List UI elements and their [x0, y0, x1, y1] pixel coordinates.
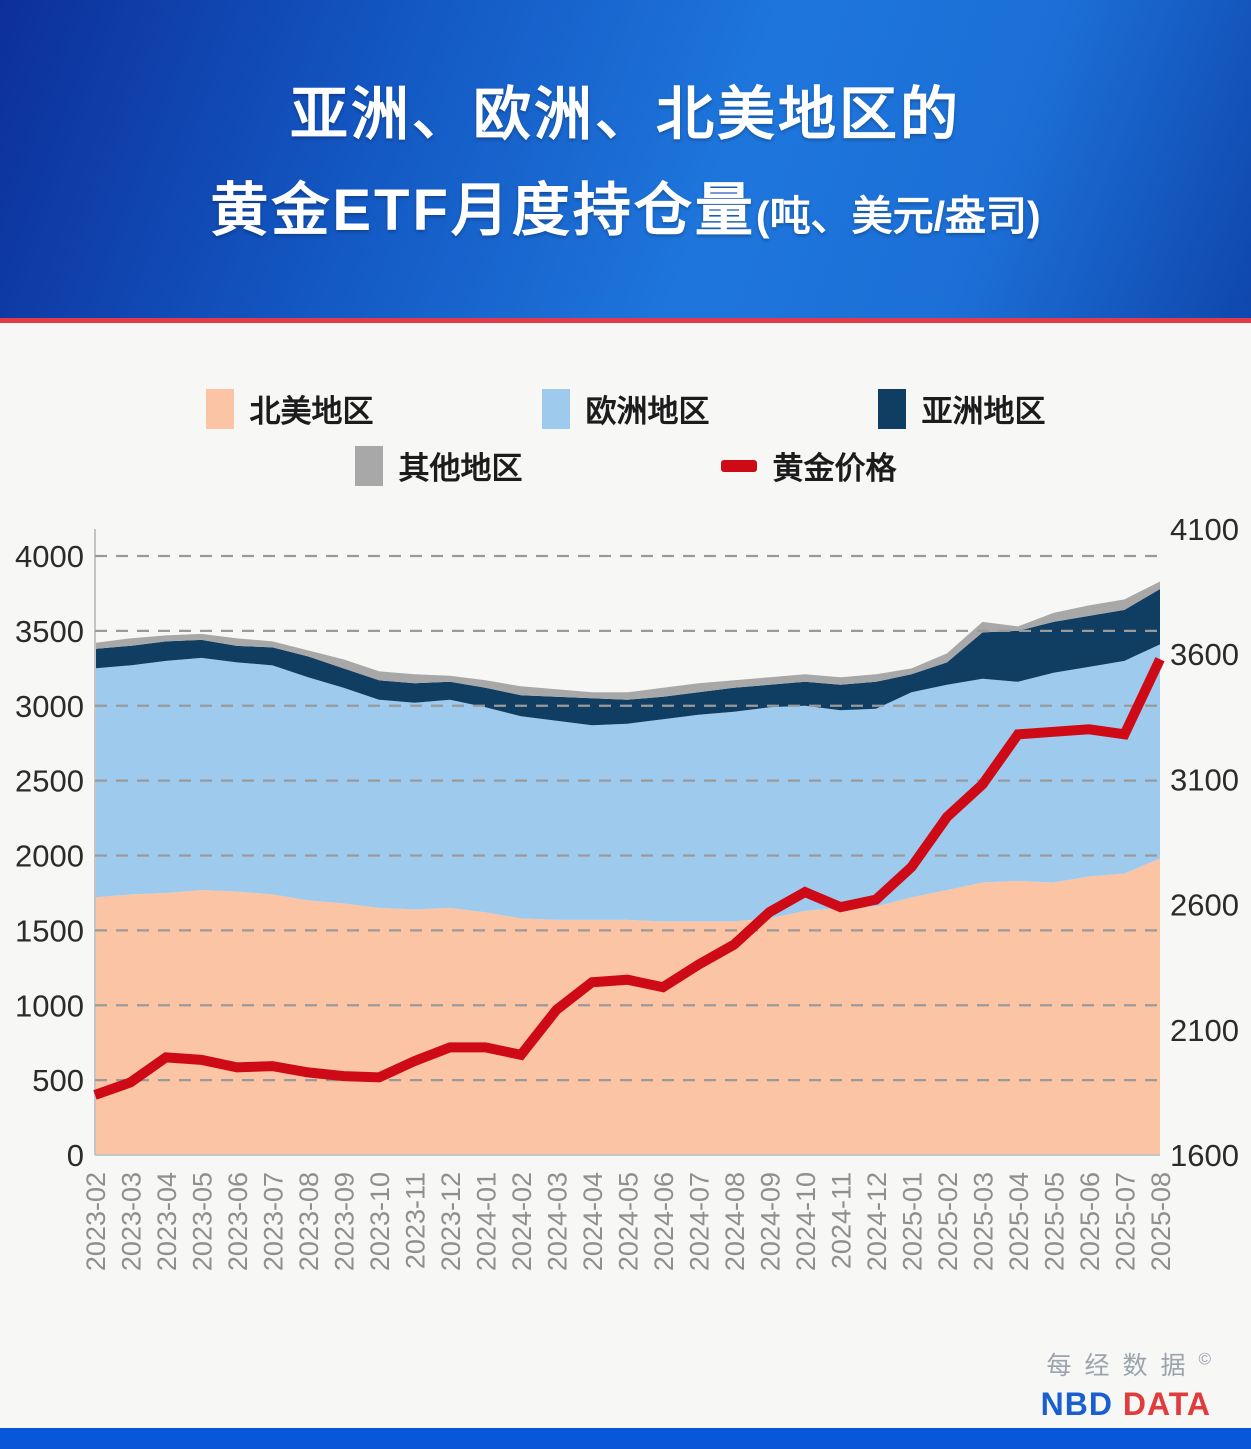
x-tick-2025-01: 2025-01 — [898, 1172, 928, 1271]
x-tick-2025-02: 2025-02 — [933, 1172, 963, 1271]
footer-logo: 每经数据© NBD DATA — [1041, 1346, 1211, 1423]
x-tick-2024-10: 2024-10 — [791, 1172, 821, 1271]
page-title-line2-main: 黄金ETF月度持仓量 — [210, 178, 756, 243]
legend-row-1: 北美地区 欧洲地区 亚洲地区 — [205, 386, 1046, 431]
area-europe — [95, 644, 1160, 922]
x-tick-2024-01: 2024-01 — [472, 1172, 502, 1271]
left-tick-2500: 2500 — [15, 764, 84, 799]
x-tick-2024-12: 2024-12 — [862, 1172, 892, 1271]
copyright-icon: © — [1198, 1349, 1211, 1369]
europe-swatch-icon — [541, 388, 570, 429]
footer-brand-nbd: NBD — [1040, 1386, 1113, 1422]
x-tick-2023-06: 2023-06 — [223, 1172, 253, 1271]
right-tick-2600: 2600 — [1170, 888, 1239, 923]
x-tick-2024-11: 2024-11 — [827, 1172, 857, 1269]
left-tick-4000: 4000 — [15, 539, 84, 574]
legend-item-europe: 欧洲地区 — [541, 386, 710, 431]
legend-item-asia: 亚洲地区 — [877, 386, 1046, 431]
x-tick-2023-11: 2023-11 — [401, 1172, 431, 1269]
chart-area: 0 500 1000 1500 2000 2500 3000 3500 4000 1600 2100… — [0, 470, 1251, 1310]
header-divider — [0, 318, 1251, 323]
x-tick-2023-10: 2023-10 — [365, 1172, 395, 1271]
x-tick-2024-09: 2024-09 — [756, 1172, 786, 1271]
legend-label-north-america: 北美地区 — [249, 394, 374, 429]
left-tick-3500: 3500 — [15, 614, 84, 649]
x-tick-2024-06: 2024-06 — [649, 1172, 679, 1271]
gold-price-line-swatch-icon — [720, 459, 757, 472]
x-tick-2023-12: 2023-12 — [436, 1172, 466, 1271]
x-tick-2024-08: 2024-08 — [720, 1172, 750, 1271]
right-tick-3100: 3100 — [1170, 762, 1239, 797]
area-others — [95, 581, 1160, 700]
left-tick-2000: 2000 — [15, 839, 84, 874]
chart-legend: 北美地区 欧洲地区 亚洲地区 其他地区 黄金价格 — [0, 386, 1251, 488]
legend-item-others: 其他地区 — [354, 443, 523, 488]
x-tick-2025-04: 2025-04 — [1004, 1172, 1034, 1271]
x-tick-2024-07: 2024-07 — [685, 1172, 715, 1271]
x-tick-2023-03: 2023-03 — [117, 1172, 147, 1271]
legend-label-asia: 亚洲地区 — [921, 394, 1046, 429]
footer-brand-cn: 每经数据© — [1046, 1349, 1211, 1380]
x-tick-2024-02: 2024-02 — [507, 1172, 537, 1271]
legend-label-others: 其他地区 — [398, 451, 523, 486]
x-tick-2024-03: 2024-03 — [543, 1172, 573, 1271]
legend-item-gold-price: 黄金价格 — [720, 443, 897, 488]
header-banner: 亚洲、欧洲、北美地区的 黄金ETF月度持仓量(吨、美元/盎司) — [0, 0, 1251, 318]
page-title-line1: 亚洲、欧洲、北美地区的 — [289, 82, 961, 147]
x-tick-2023-04: 2023-04 — [152, 1172, 182, 1271]
others-swatch-icon — [354, 445, 383, 486]
x-tick-2025-08: 2025-08 — [1146, 1172, 1176, 1271]
chart-svg: 0 500 1000 1500 2000 2500 3000 3500 4000 1600 2100… — [15, 512, 1239, 1271]
page-title-unit: (吨、美元/盎司) — [755, 193, 1041, 239]
asia-swatch-icon — [877, 388, 906, 429]
x-tick-2025-05: 2025-05 — [1040, 1172, 1070, 1271]
x-tick-2025-06: 2025-06 — [1075, 1172, 1105, 1271]
x-tick-2023-05: 2023-05 — [188, 1172, 218, 1271]
x-tick-2024-04: 2024-04 — [578, 1172, 608, 1271]
legend-row-2: 其他地区 黄金价格 — [354, 443, 897, 488]
x-tick-2023-02: 2023-02 — [81, 1172, 111, 1271]
legend-item-north-america: 北美地区 — [205, 386, 374, 431]
x-tick-2025-07: 2025-07 — [1111, 1172, 1141, 1271]
legend-label-europe: 欧洲地区 — [585, 394, 710, 429]
left-tick-1500: 1500 — [15, 913, 84, 948]
gold-price-line — [93, 657, 1165, 1100]
north-america-swatch-icon — [205, 388, 234, 429]
footer-brand-en: NBD DATA — [1041, 1386, 1211, 1423]
page-title-line2: 黄金ETF月度持仓量(吨、美元/盎司) — [210, 182, 1040, 240]
left-tick-3000: 3000 — [15, 689, 84, 724]
area-asia — [95, 588, 1160, 726]
left-tick-0: 0 — [67, 1138, 84, 1173]
x-tick-2025-03: 2025-03 — [969, 1172, 999, 1271]
right-tick-2100: 2100 — [1170, 1013, 1239, 1048]
x-tick-2023-09: 2023-09 — [330, 1172, 360, 1271]
x-tick-2024-05: 2024-05 — [614, 1172, 644, 1271]
right-tick-4100: 4100 — [1170, 512, 1239, 547]
footer-brand-data: DATA — [1122, 1386, 1211, 1422]
left-tick-1000: 1000 — [15, 988, 84, 1023]
right-tick-1600: 1600 — [1170, 1138, 1239, 1173]
x-tick-2023-08: 2023-08 — [294, 1172, 324, 1271]
left-tick-500: 500 — [32, 1063, 84, 1098]
bottom-accent-bar — [0, 1428, 1251, 1449]
legend-label-gold-price: 黄金价格 — [772, 451, 897, 486]
right-tick-3600: 3600 — [1170, 637, 1239, 672]
x-tick-2023-07: 2023-07 — [259, 1172, 289, 1271]
